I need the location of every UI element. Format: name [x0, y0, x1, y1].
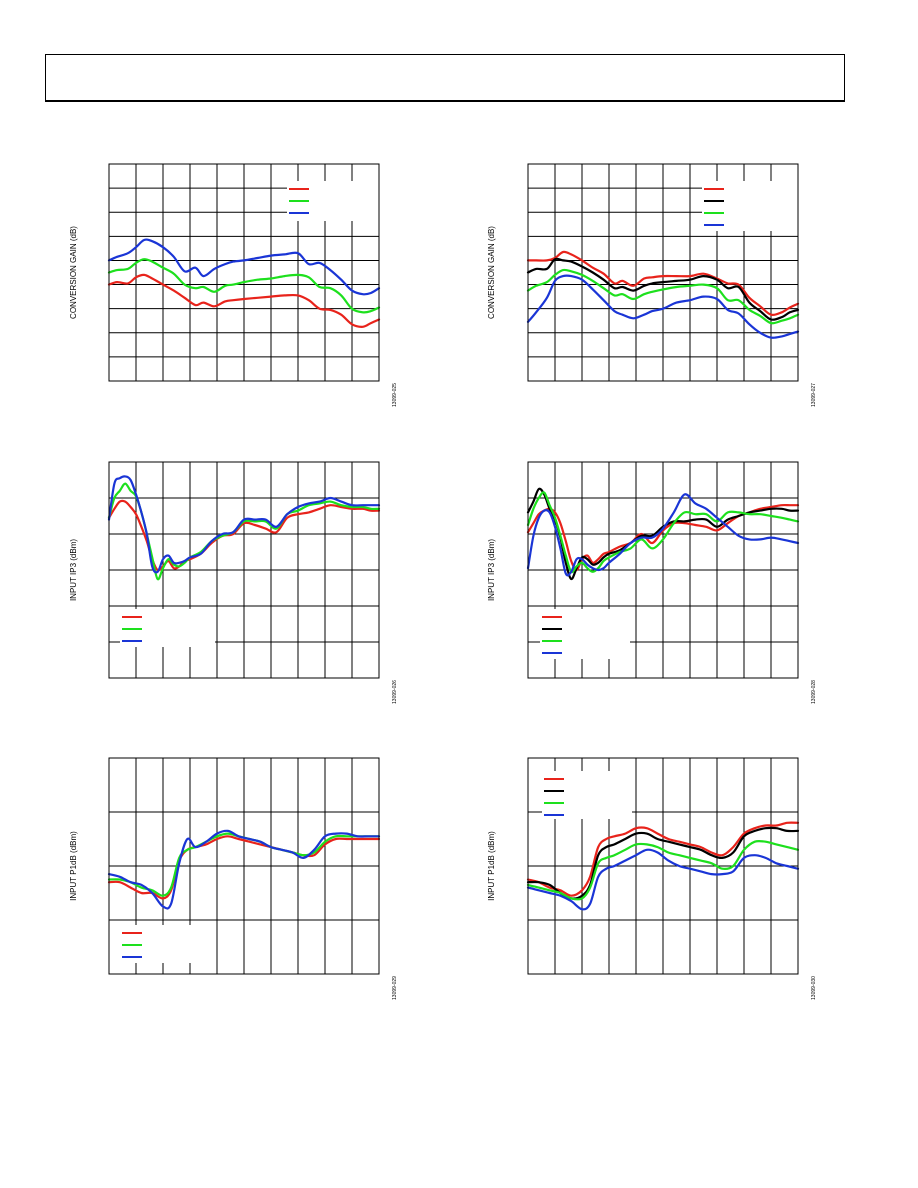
series-line-red [526, 250, 800, 317]
series-line-black [526, 257, 800, 321]
figure-id: 13099-025 [392, 383, 398, 407]
series-line-blue [526, 493, 800, 577]
chart-fig-027: CONVERSION GAIN (dB) 13099-027 [487, 163, 817, 407]
plot-frame [108, 757, 380, 975]
y-axis-label: INPUT IP3 (dBm) [69, 539, 78, 601]
figure-id: 13099-028 [811, 680, 817, 704]
chart-fig-025: CONVERSION GAIN (dB) 13099-025 [69, 163, 398, 407]
series-line-blue [526, 848, 800, 911]
y-axis-label: CONVERSION GAIN (dB) [69, 226, 78, 319]
series-line-red [107, 273, 381, 328]
series-line-blue [107, 238, 381, 296]
page-header-box [45, 54, 845, 102]
plot-frame [527, 461, 799, 679]
y-axis-label: CONVERSION GAIN (dB) [487, 226, 496, 319]
chart-fig-030: INPUT P1dB (dBm) 13099-030 [487, 757, 817, 1000]
series-line-green [526, 491, 800, 574]
y-axis-label: INPUT P1dB (dBm) [69, 831, 78, 901]
y-axis-label: INPUT P1dB (dBm) [487, 831, 496, 901]
figure-id: 13099-027 [811, 383, 817, 407]
plot-frame [527, 163, 799, 382]
series-line-red [107, 835, 381, 900]
plot-frame [108, 163, 380, 382]
chart-fig-028: INPUT IP3 (dBm) 13099-028 [487, 461, 817, 704]
figure-id: 13099-026 [392, 680, 398, 704]
chart-fig-029: INPUT P1dB (dBm) 13099-029 [69, 757, 398, 1000]
chart-fig-026: INPUT IP3 (dBm) 13099-026 [69, 461, 398, 704]
figure-id: 13099-030 [811, 976, 817, 1000]
figure-id: 13099-029 [392, 976, 398, 1000]
series-line-blue [107, 829, 381, 910]
series-line-red [526, 821, 800, 897]
y-axis-label: INPUT IP3 (dBm) [487, 539, 496, 601]
plot-frame [108, 461, 380, 679]
plot-frame [527, 757, 799, 975]
series-line-green [107, 258, 381, 314]
series-line-blue [526, 274, 800, 339]
series-line-green [526, 839, 800, 901]
series-line-green [526, 268, 800, 325]
series-line-blue [107, 475, 381, 574]
